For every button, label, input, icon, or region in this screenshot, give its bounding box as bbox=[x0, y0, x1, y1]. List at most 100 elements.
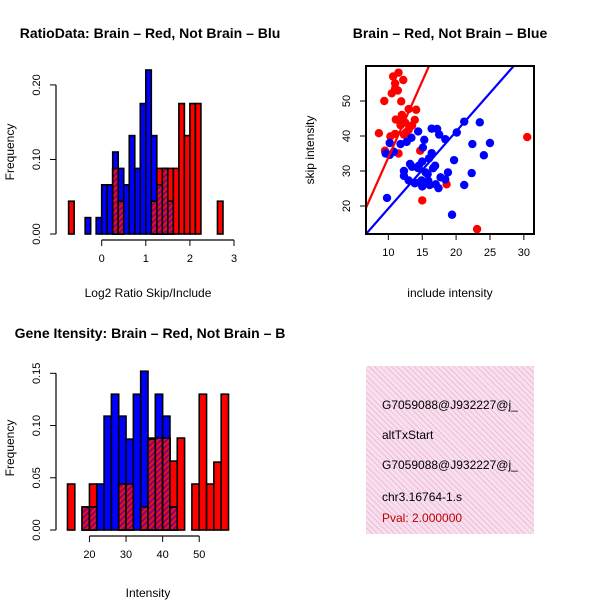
x-tick-label: 25 bbox=[484, 247, 496, 259]
y-tick-label: 0.20 bbox=[31, 74, 43, 95]
info-event-id: G7059088@J932227@j_ bbox=[382, 398, 518, 412]
bar-not-brain bbox=[100, 184, 109, 235]
y-tick-label: 50 bbox=[341, 95, 353, 107]
bar-brain bbox=[198, 393, 208, 531]
bar-not-brain bbox=[106, 184, 114, 235]
point-brain bbox=[380, 96, 389, 106]
bar-overlap bbox=[150, 200, 158, 235]
chart-title: Gene Itensity: Brain – Red, Not Brain – … bbox=[15, 325, 286, 341]
bar-overlap bbox=[156, 184, 164, 235]
ratio-hist: RatioData: Brain – Red, Not Brain – Blu L… bbox=[3, 25, 280, 300]
plot-frame bbox=[365, 65, 535, 235]
y-tick-label: 30 bbox=[341, 165, 353, 177]
point-not-brain bbox=[485, 138, 495, 148]
x-tick-label: 30 bbox=[120, 549, 132, 561]
point-not-brain bbox=[449, 155, 459, 165]
fit-line-not-brain bbox=[366, 66, 515, 234]
y-tick-label: 0.00 bbox=[31, 223, 43, 244]
bar-brain bbox=[220, 393, 230, 531]
bar-brain bbox=[189, 102, 197, 235]
x-tick-label: 40 bbox=[157, 549, 169, 561]
y-tick-label: 0.15 bbox=[31, 363, 43, 384]
bar-not-brain bbox=[84, 216, 92, 235]
point-brain bbox=[394, 68, 403, 77]
x-tick-label: 50 bbox=[193, 549, 205, 561]
bar-overlap bbox=[161, 437, 171, 531]
bar-not-brain bbox=[128, 134, 136, 235]
point-not-brain bbox=[434, 183, 443, 193]
point-not-brain bbox=[425, 180, 434, 190]
point-not-brain bbox=[447, 210, 457, 219]
bar-overlap bbox=[81, 506, 91, 531]
point-not-brain bbox=[428, 164, 438, 173]
point-not-brain bbox=[479, 151, 489, 160]
x-tick-label: 2 bbox=[187, 253, 193, 265]
bar-overlap bbox=[154, 437, 164, 531]
info-event-id-2: G7059088@J932227@j_ bbox=[382, 458, 518, 472]
bar-overlap bbox=[117, 200, 125, 235]
bar-brain bbox=[191, 483, 201, 531]
y-axis-label: skip intensity bbox=[303, 116, 317, 185]
bar-not-brain bbox=[122, 184, 131, 235]
bar-brain bbox=[194, 102, 202, 235]
bar-overlap bbox=[88, 506, 98, 531]
bar-not-brain bbox=[110, 393, 120, 531]
bar-overlap bbox=[125, 483, 135, 531]
bar-brain bbox=[216, 200, 224, 235]
bar-overlap bbox=[111, 167, 120, 235]
y-axis-label: Frequency bbox=[3, 124, 17, 181]
info-pval: Pval: 2.000000 bbox=[382, 511, 463, 525]
bar-overlap bbox=[161, 167, 169, 235]
bar-not-brain bbox=[95, 483, 105, 531]
intensity-scatter: Brain – Red, Not Brain – Blue include int… bbox=[303, 25, 547, 300]
intensity-hist: Gene Itensity: Brain – Red, Not Brain – … bbox=[3, 325, 285, 600]
point-not-brain bbox=[385, 138, 394, 148]
chart-title: Brain – Red, Not Brain – Blue bbox=[353, 25, 548, 41]
bar-brain bbox=[183, 134, 191, 235]
x-axis-label: Log2 Ratio Skip/Include bbox=[85, 286, 212, 300]
point-brain bbox=[523, 132, 532, 142]
info-panel: G7059088@J932227@j_ altTxStart G7059088@… bbox=[366, 366, 534, 534]
x-axis-label: include intensity bbox=[407, 286, 492, 300]
point-not-brain bbox=[417, 176, 426, 185]
bar-not-brain bbox=[132, 393, 142, 531]
point-not-brain bbox=[475, 118, 485, 127]
point-brain bbox=[374, 129, 384, 138]
point-brain bbox=[399, 75, 408, 85]
point-not-brain bbox=[399, 166, 409, 176]
point-not-brain bbox=[441, 175, 450, 184]
point-not-brain bbox=[423, 169, 432, 179]
bar-brain bbox=[205, 483, 215, 531]
point-not-brain bbox=[420, 135, 429, 145]
bar-brain bbox=[66, 483, 76, 531]
bar-brain bbox=[172, 167, 180, 235]
y-tick-label: 0.00 bbox=[31, 519, 43, 540]
x-tick-label: 10 bbox=[382, 247, 394, 259]
y-tick-label: 20 bbox=[341, 200, 353, 212]
bar-not-brain bbox=[139, 102, 147, 235]
plot-area bbox=[366, 66, 532, 234]
point-not-brain bbox=[467, 168, 476, 178]
bar-overlap bbox=[169, 506, 179, 531]
bar-overlap bbox=[117, 483, 127, 531]
bar-not-brain bbox=[133, 167, 142, 235]
y-tick-label: 0.05 bbox=[31, 467, 43, 488]
bar-brain bbox=[67, 200, 75, 235]
point-brain bbox=[397, 110, 407, 120]
bar-overlap bbox=[167, 200, 175, 235]
bar-brain bbox=[213, 461, 222, 531]
y-tick-label: 0.10 bbox=[31, 149, 43, 170]
info-gene-id: chr3.16764-1.s bbox=[382, 490, 463, 504]
point-brain bbox=[401, 128, 411, 137]
fit-line-brain bbox=[366, 66, 431, 209]
x-tick-label: 20 bbox=[450, 247, 462, 259]
bar-brain bbox=[176, 437, 186, 531]
info-event-type: altTxStart bbox=[382, 428, 434, 442]
x-axis-label: Intensity bbox=[126, 586, 171, 600]
point-brain bbox=[391, 115, 401, 124]
y-tick-label: 0.10 bbox=[31, 415, 43, 436]
y-tick-label: 40 bbox=[341, 130, 353, 142]
point-not-brain bbox=[418, 143, 428, 152]
